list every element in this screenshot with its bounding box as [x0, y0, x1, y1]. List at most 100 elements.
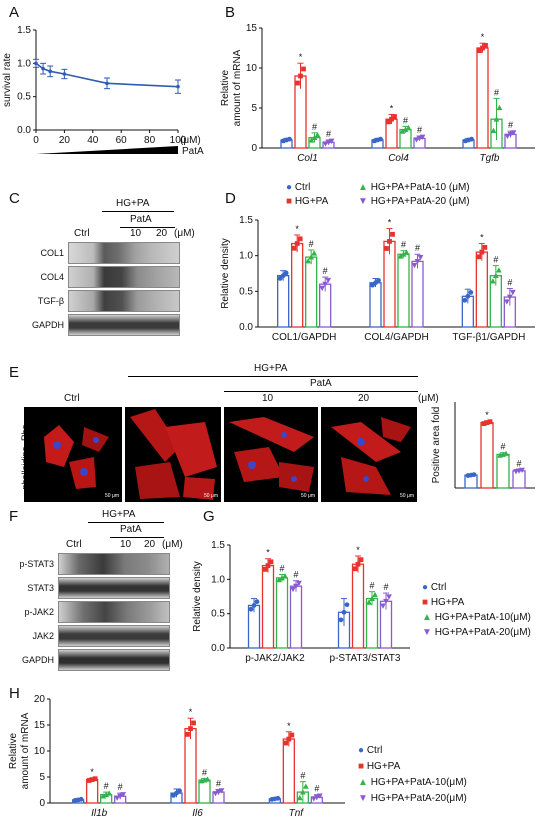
h-datapoint	[185, 731, 190, 737]
d-datapoint	[376, 278, 381, 283]
b-sig-mark: *	[390, 103, 394, 113]
d-datapoint	[411, 262, 418, 269]
d-datapoint	[294, 241, 300, 246]
d-datapoint	[468, 290, 474, 295]
legend-g-pata20: HG+PA+PatA-20(μM)	[434, 627, 531, 638]
d-sig-mark: #	[401, 240, 406, 250]
g-datapoint	[251, 603, 257, 608]
e-pata-label: PatA	[310, 378, 332, 389]
d-datapoint	[322, 281, 329, 288]
h-datapoint	[296, 794, 303, 801]
g-datapoint	[293, 583, 299, 590]
b-datapoint	[402, 126, 409, 132]
d-sig-mark: #	[507, 277, 512, 287]
g-datapoint	[276, 576, 282, 583]
d-datapoint	[462, 297, 468, 303]
b-datapoint	[386, 119, 391, 125]
g-sig-mark: #	[279, 564, 284, 574]
h-datapoint	[106, 790, 113, 796]
g-datapoint	[262, 566, 268, 572]
b-y-label-2: amount of mRNA	[232, 49, 243, 126]
legend-h-pata10: HG+PA+PatA-10(μM)	[370, 777, 467, 788]
panel-label-c: C	[9, 190, 20, 207]
c-unit-label: (μM)	[174, 228, 195, 239]
d-datapoint	[387, 239, 392, 244]
g-category-label: p-JAK2/JAK2	[245, 653, 305, 664]
b-sig-mark: #	[326, 129, 331, 139]
h-sig-mark: *	[189, 707, 193, 717]
f-row-pjak2: p-JAK2	[24, 607, 54, 617]
b-sig-mark: #	[403, 115, 408, 125]
h-sig-mark: *	[287, 721, 291, 731]
d-sig-mark: *	[388, 218, 392, 228]
b-datapoint	[496, 104, 503, 111]
g-datapoint	[366, 599, 372, 605]
g-datapoint	[372, 591, 378, 598]
d-category-label: COL1/GAPDH	[272, 332, 336, 343]
h-datapoint	[177, 788, 182, 794]
h-datapoint	[117, 793, 124, 800]
h-datapoint	[188, 726, 193, 732]
a-y-tick-label: 1.5	[17, 25, 31, 36]
g-datapoint	[338, 617, 344, 623]
b-y-label-1: Relative	[220, 70, 231, 107]
a-point	[105, 81, 109, 86]
h-datapoint	[316, 793, 323, 799]
a-point	[34, 61, 38, 66]
a-y-tick-label: 1.0	[17, 58, 31, 69]
d-category-label: TGF-β1/GAPDH	[452, 332, 525, 343]
d-sig-mark: #	[493, 255, 498, 265]
d-datapoint	[492, 272, 499, 279]
panel-label-h: H	[9, 685, 20, 702]
micrograph-ctrl: 50 μm	[24, 407, 122, 502]
h-datapoint	[283, 740, 289, 746]
f-pata-line	[110, 537, 164, 538]
d-y-tick-label: 1.5	[239, 215, 253, 226]
h-sig-mark: #	[216, 778, 221, 788]
h-category-label: Il6	[192, 808, 203, 819]
e-scale-pata10: 50 μm	[301, 493, 315, 499]
d-sig-mark: #	[323, 266, 328, 276]
a-y-tick-label: 0.5	[17, 92, 31, 103]
b-datapoint	[301, 66, 306, 72]
d-sig-mark: #	[415, 243, 420, 253]
g-y-tick-label: 1.0	[211, 574, 225, 585]
blot-row-col4	[68, 266, 180, 288]
c-pata-label: PatA	[130, 214, 152, 225]
a-point	[41, 66, 45, 71]
h-y-label-1: Relative	[8, 733, 19, 770]
b-datapoint	[287, 136, 292, 142]
b-datapoint	[504, 133, 511, 140]
a-dose-wedge	[36, 146, 178, 154]
d-datapoint	[308, 254, 315, 260]
h-sig-mark: *	[90, 767, 94, 777]
legend-h: ● Ctrl ■ HG+PA ▲ HG+PA+PatA-10(μM) ▼ HG+…	[358, 745, 467, 804]
h-sig-mark: #	[118, 782, 123, 792]
h-datapoint	[191, 720, 196, 726]
h-y-tick-label: 0	[39, 798, 45, 809]
b-sig-mark: *	[299, 52, 303, 62]
g-y-tick-label: 1.5	[211, 540, 225, 551]
a-x-tick-label: 20	[59, 135, 71, 146]
d-datapoint	[503, 299, 510, 305]
b-category-label: Col4	[388, 153, 409, 164]
d-datapoint	[476, 254, 482, 260]
b-datapoint	[419, 134, 426, 140]
b-datapoint	[405, 124, 412, 131]
b-datapoint	[510, 130, 517, 136]
b-datapoint	[483, 42, 488, 48]
c-hgpa-label: HG+PA	[116, 198, 150, 209]
g-datapoint	[369, 595, 375, 601]
f-pata-label: PatA	[120, 524, 142, 535]
blot-row-gapdh-f	[58, 649, 170, 671]
h-datapoint	[78, 796, 84, 802]
f-hgpa-line	[88, 522, 164, 523]
a-point	[176, 84, 180, 89]
c-hgpa-line	[102, 211, 174, 212]
h-bar	[282, 738, 295, 804]
g-datapoint	[386, 594, 392, 600]
e-unit-label: (μM)	[418, 393, 439, 404]
